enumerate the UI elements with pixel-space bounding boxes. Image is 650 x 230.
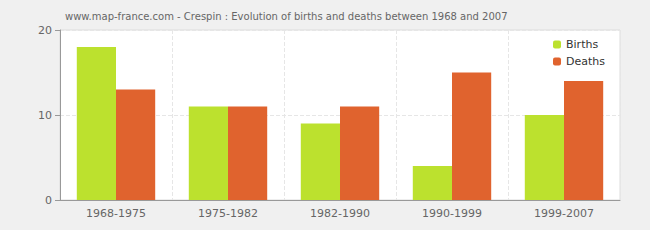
svg-text:1990-1999: 1990-1999: [422, 207, 482, 220]
svg-text:1968-1975: 1968-1975: [86, 207, 146, 220]
svg-text:1975-1982: 1975-1982: [198, 207, 258, 220]
svg-text:10: 10: [38, 109, 52, 122]
svg-text:20: 20: [38, 24, 52, 37]
svg-text:Deaths: Deaths: [566, 55, 605, 68]
svg-text:0: 0: [45, 194, 52, 207]
svg-text:Births: Births: [566, 38, 598, 51]
svg-text:1999-2007: 1999-2007: [534, 207, 594, 220]
svg-text:1982-1990: 1982-1990: [310, 207, 370, 220]
svg-text:www.map-france.com - Crespin :: www.map-france.com - Crespin : Evolution…: [65, 11, 508, 22]
